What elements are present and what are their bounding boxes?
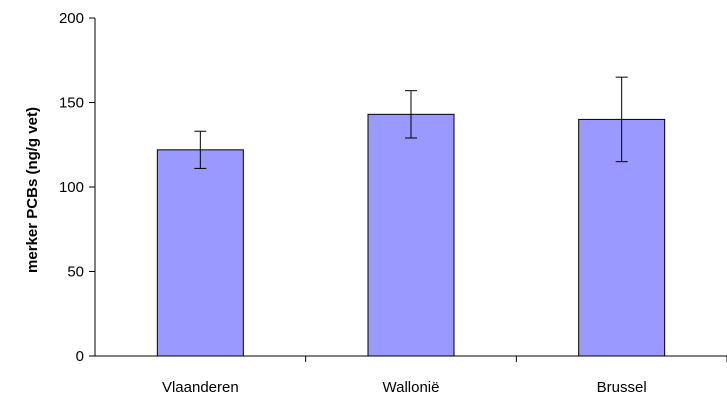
error-bars — [194, 76, 628, 169]
x-tick-labels: Vlaanderen Wallonië Brussel — [162, 356, 727, 396]
bar — [367, 113, 455, 357]
x-tick-label: Wallonië — [383, 379, 440, 396]
y-tick-label: 50 — [67, 264, 84, 281]
bars — [156, 113, 666, 357]
y-ticks: 0 50 100 150 200 — [59, 10, 95, 365]
y-tick-label: 200 — [59, 10, 84, 27]
x-tick-label: Vlaanderen — [162, 379, 239, 396]
y-axis-label: merker PCBs (ng/g vet) — [24, 107, 41, 273]
y-tick-label: 0 — [76, 348, 84, 365]
y-tick-label: 150 — [59, 95, 84, 112]
y-tick-label: 100 — [59, 179, 84, 196]
x-tick-label: Brussel — [597, 379, 647, 396]
bar — [156, 149, 244, 357]
